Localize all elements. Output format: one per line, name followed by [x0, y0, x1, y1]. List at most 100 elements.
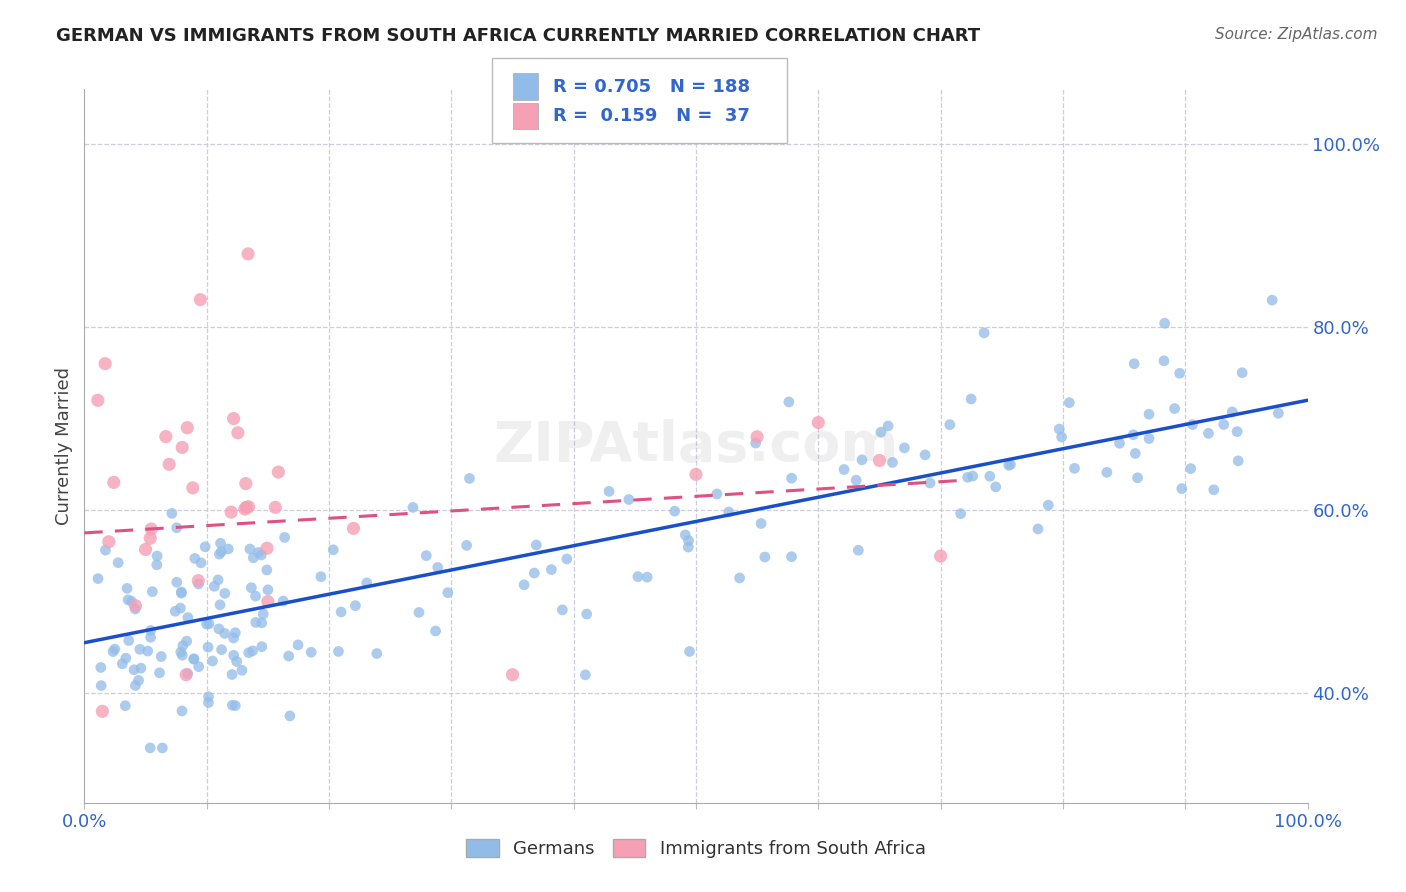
Point — [523, 566, 546, 580]
Point — [1226, 425, 1249, 439]
Point — [617, 492, 640, 507]
Point — [226, 425, 249, 440]
Point — [949, 507, 972, 521]
Point — [155, 429, 177, 443]
Point — [136, 644, 159, 658]
Point — [979, 469, 1001, 483]
Point — [208, 547, 231, 561]
Point — [502, 667, 524, 681]
Point — [252, 607, 274, 621]
Point — [1171, 482, 1194, 496]
Point — [214, 626, 236, 640]
Point — [129, 661, 152, 675]
Point — [115, 582, 138, 596]
Point — [107, 556, 129, 570]
Point — [299, 645, 322, 659]
Point — [754, 549, 776, 564]
Point — [997, 458, 1019, 473]
Point — [678, 540, 700, 554]
Point — [94, 543, 117, 558]
Point — [807, 416, 830, 430]
Point — [183, 652, 205, 666]
Point — [598, 484, 620, 499]
Point — [1198, 426, 1220, 441]
Point — [524, 538, 547, 552]
Point — [211, 642, 233, 657]
Text: Source: ZipAtlas.com: Source: ZipAtlas.com — [1215, 27, 1378, 42]
Point — [877, 419, 900, 434]
Point — [344, 599, 367, 613]
Point — [1202, 483, 1225, 497]
Point — [111, 657, 134, 671]
Point — [1212, 417, 1234, 432]
Point — [437, 585, 460, 599]
Point — [664, 504, 686, 518]
Point — [172, 648, 194, 663]
Point — [94, 357, 117, 371]
Point — [893, 441, 915, 455]
Point — [1095, 466, 1118, 480]
Point — [415, 549, 437, 563]
Point — [239, 541, 262, 556]
Point — [1261, 293, 1284, 308]
Point — [122, 663, 145, 677]
Point — [1153, 316, 1175, 330]
Point — [157, 458, 180, 472]
Point — [141, 584, 163, 599]
Point — [114, 698, 136, 713]
Point — [201, 654, 224, 668]
Point — [426, 560, 449, 574]
Point — [1123, 357, 1146, 371]
Point — [1108, 436, 1130, 450]
Point — [101, 644, 124, 658]
Point — [121, 594, 143, 608]
Point — [202, 579, 225, 593]
Point — [117, 592, 139, 607]
Point — [91, 704, 114, 718]
Point — [322, 542, 344, 557]
Text: GERMAN VS IMMIGRANTS FROM SOUTH AFRICA CURRENTLY MARRIED CORRELATION CHART: GERMAN VS IMMIGRANTS FROM SOUTH AFRICA C… — [56, 27, 980, 45]
Point — [195, 617, 218, 632]
Point — [177, 610, 200, 624]
Point — [139, 531, 162, 545]
Point — [256, 563, 278, 577]
Point — [706, 487, 728, 501]
Point — [870, 425, 893, 439]
Point — [190, 293, 212, 307]
Point — [118, 633, 141, 648]
Point — [273, 531, 295, 545]
Point — [1180, 461, 1202, 475]
Point — [1059, 395, 1081, 409]
Text: R = 0.705   N = 188: R = 0.705 N = 188 — [553, 78, 749, 95]
Point — [956, 470, 979, 484]
Point — [1181, 417, 1204, 432]
Point — [402, 500, 425, 515]
Point — [342, 521, 364, 535]
Point — [717, 505, 740, 519]
Point — [172, 441, 194, 455]
Point — [141, 522, 163, 536]
Point — [187, 574, 209, 588]
Point — [150, 740, 173, 755]
Point — [170, 704, 193, 718]
Point — [425, 624, 447, 638]
Y-axis label: Currently Married: Currently Married — [55, 367, 73, 525]
Point — [458, 471, 481, 485]
Point — [250, 640, 273, 654]
Point — [197, 640, 219, 655]
Point — [1137, 407, 1160, 421]
Point — [555, 552, 578, 566]
Point — [939, 417, 962, 432]
Point — [235, 500, 257, 515]
Point — [747, 430, 769, 444]
Point — [1163, 401, 1185, 416]
Point — [190, 556, 212, 570]
Point — [456, 538, 478, 552]
Point — [184, 551, 207, 566]
Point — [170, 585, 193, 599]
Point — [832, 462, 855, 476]
Point — [221, 667, 243, 681]
Point — [124, 599, 146, 613]
Point — [222, 411, 245, 425]
Point — [1137, 432, 1160, 446]
